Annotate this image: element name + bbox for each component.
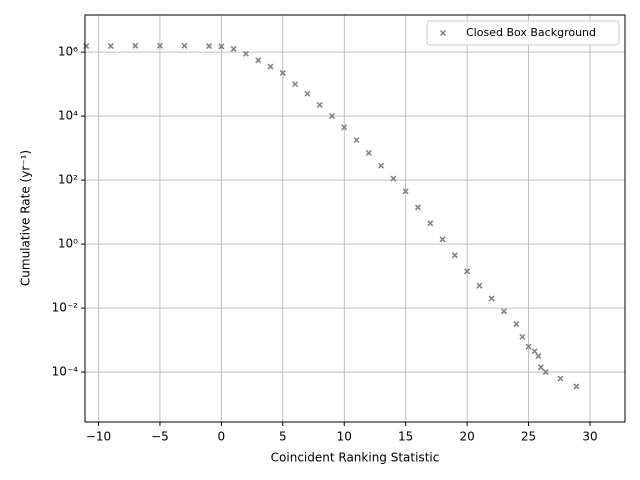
data-point [156,42,163,49]
legend-label: Closed Box Background [466,26,596,39]
data-point [132,42,139,49]
data-point [573,383,580,390]
data-point [531,348,538,355]
x-tick-label: −10 [86,430,111,444]
data-point [427,220,434,227]
data-point [206,43,213,50]
data-point [451,252,458,259]
data-point [513,321,520,328]
data-point [402,188,409,195]
data-point [353,137,360,144]
x-tick-label: 20 [459,430,474,444]
data-point [328,113,335,120]
data-point [414,204,421,211]
data-point [365,149,372,156]
y-axis-label: Cumulative Rate (yr⁻¹) [19,150,33,286]
data-point [83,43,90,50]
data-point [519,333,526,340]
data-point [304,90,311,97]
data-point [267,63,274,70]
y-tick-label: 10² [58,173,78,187]
y-tick-label: 10⁶ [58,45,78,59]
y-tick-label: 10⁰ [58,237,78,251]
x-axis-label: Coincident Ranking Statistic [271,451,440,465]
y-tick-label: 10⁴ [58,109,78,123]
data-point [255,57,262,64]
data-point [230,45,237,52]
data-point [390,175,397,182]
plot-frame [84,14,626,423]
data-point [535,353,542,360]
data-point [525,343,532,350]
x-tick-label: 25 [521,430,536,444]
data-point [107,43,114,50]
x-tick-label: 30 [582,430,597,444]
x-tick-label: 10 [337,430,352,444]
data-point [476,282,483,289]
x-tick-label: 5 [279,430,287,444]
data-point [316,101,323,108]
legend-box [426,20,620,46]
data-point [488,295,495,302]
x-tick-label: 15 [398,430,413,444]
y-tick-label: 10⁻² [52,301,79,315]
y-tick-label: 10⁻⁴ [52,365,79,379]
x-tick-label: −5 [151,430,169,444]
data-point [537,364,544,371]
data-point [181,42,188,49]
data-point [218,43,225,50]
data-point [557,375,564,382]
data-point [242,50,249,57]
data-point [279,69,286,76]
data-point [500,308,508,315]
data-point [439,236,446,243]
data-point [464,268,471,275]
data-point [292,81,299,88]
data-point [378,162,385,169]
legend-marker [439,29,447,37]
data-point [542,369,549,376]
data-point [341,124,348,131]
x-tick-label: 0 [218,430,226,444]
